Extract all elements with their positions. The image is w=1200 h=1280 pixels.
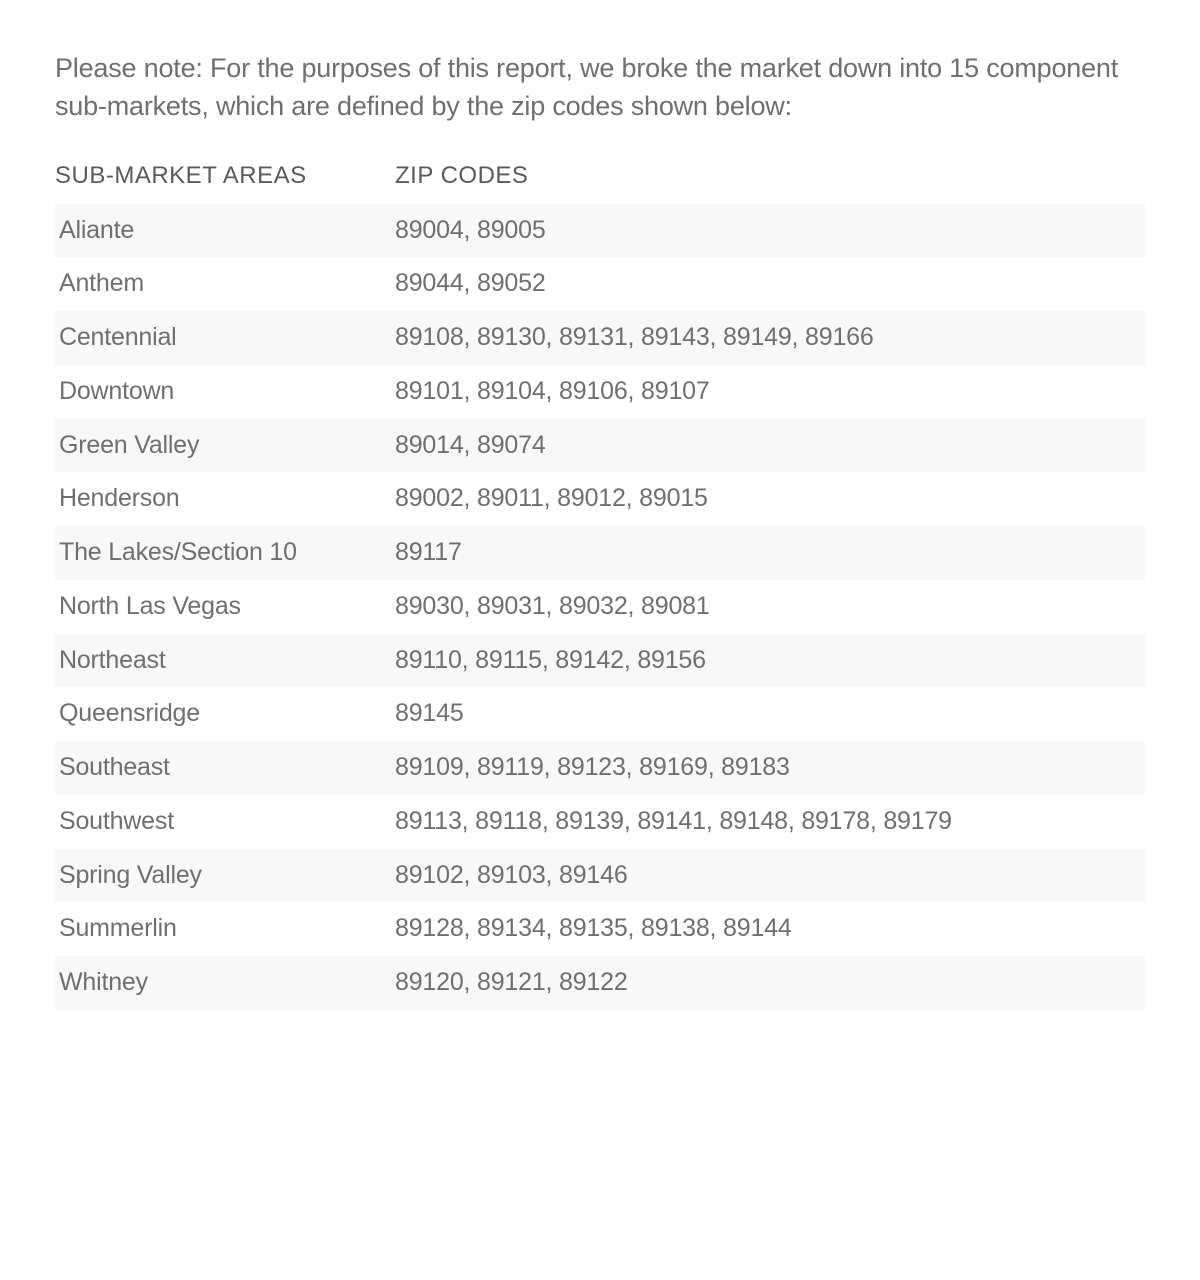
zip-cell: 89014, 89074: [395, 419, 1145, 473]
zip-cell: 89108, 89130, 89131, 89143, 89149, 89166: [395, 311, 1145, 365]
zip-cell: 89120, 89121, 89122: [395, 956, 1145, 1010]
table-row: Southwest 89113, 89118, 89139, 89141, 89…: [55, 795, 1145, 849]
table-row: Green Valley 89014, 89074: [55, 419, 1145, 473]
table-row: Spring Valley 89102, 89103, 89146: [55, 849, 1145, 903]
table-row: Northeast 89110, 89115, 89142, 89156: [55, 634, 1145, 688]
table-row: Downtown 89101, 89104, 89106, 89107: [55, 365, 1145, 419]
area-cell: Northeast: [55, 634, 395, 688]
area-cell: Anthem: [55, 257, 395, 311]
area-cell: Green Valley: [55, 419, 395, 473]
header-area: SUB-MARKET AREAS: [55, 156, 395, 204]
area-cell: Spring Valley: [55, 849, 395, 903]
zip-cell: 89004, 89005: [395, 204, 1145, 258]
zip-cell: 89128, 89134, 89135, 89138, 89144: [395, 902, 1145, 956]
area-cell: Southwest: [55, 795, 395, 849]
area-cell: The Lakes/Section 10: [55, 526, 395, 580]
zip-cell: 89102, 89103, 89146: [395, 849, 1145, 903]
zip-cell: 89101, 89104, 89106, 89107: [395, 365, 1145, 419]
table-row: Anthem 89044, 89052: [55, 257, 1145, 311]
table-row: North Las Vegas 89030, 89031, 89032, 890…: [55, 580, 1145, 634]
table-row: Aliante 89004, 89005: [55, 204, 1145, 258]
area-cell: North Las Vegas: [55, 580, 395, 634]
zip-cell: 89044, 89052: [395, 257, 1145, 311]
table-row: The Lakes/Section 10 89117: [55, 526, 1145, 580]
area-cell: Whitney: [55, 956, 395, 1010]
table-row: Southeast 89109, 89119, 89123, 89169, 89…: [55, 741, 1145, 795]
zip-cell: 89117: [395, 526, 1145, 580]
sub-market-table: SUB-MARKET AREAS ZIP CODES Aliante 89004…: [55, 156, 1145, 1010]
zip-cell: 89030, 89031, 89032, 89081: [395, 580, 1145, 634]
zip-cell: 89002, 89011, 89012, 89015: [395, 472, 1145, 526]
area-cell: Queensridge: [55, 687, 395, 741]
area-cell: Aliante: [55, 204, 395, 258]
zip-cell: 89110, 89115, 89142, 89156: [395, 634, 1145, 688]
table-body: Aliante 89004, 89005 Anthem 89044, 89052…: [55, 204, 1145, 1010]
area-cell: Henderson: [55, 472, 395, 526]
area-cell: Summerlin: [55, 902, 395, 956]
header-zip: ZIP CODES: [395, 156, 1145, 204]
zip-cell: 89109, 89119, 89123, 89169, 89183: [395, 741, 1145, 795]
zip-cell: 89113, 89118, 89139, 89141, 89148, 89178…: [395, 795, 1145, 849]
table-header-row: SUB-MARKET AREAS ZIP CODES: [55, 156, 1145, 204]
area-cell: Downtown: [55, 365, 395, 419]
table-row: Centennial 89108, 89130, 89131, 89143, 8…: [55, 311, 1145, 365]
table-row: Queensridge 89145: [55, 687, 1145, 741]
table-row: Whitney 89120, 89121, 89122: [55, 956, 1145, 1010]
table-row: Henderson 89002, 89011, 89012, 89015: [55, 472, 1145, 526]
table-row: Summerlin 89128, 89134, 89135, 89138, 89…: [55, 902, 1145, 956]
zip-cell: 89145: [395, 687, 1145, 741]
area-cell: Southeast: [55, 741, 395, 795]
intro-text: Please note: For the purposes of this re…: [55, 50, 1145, 126]
area-cell: Centennial: [55, 311, 395, 365]
